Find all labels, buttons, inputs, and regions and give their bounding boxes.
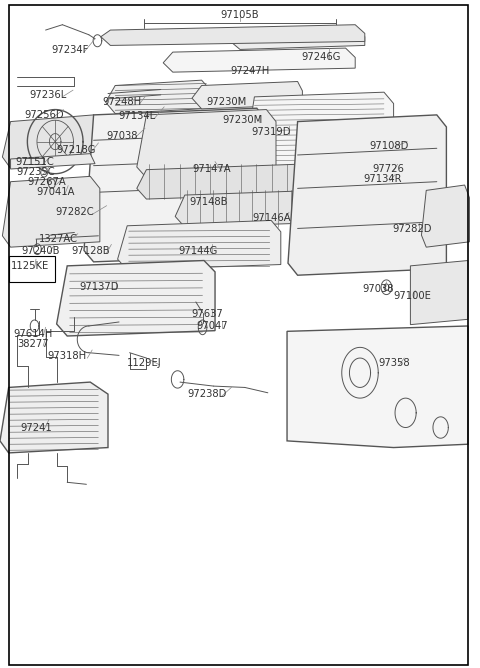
Bar (9, 256, 55, 282)
Text: 97241: 97241 (20, 423, 52, 432)
Text: 97637: 97637 (192, 309, 223, 319)
Text: 97151C: 97151C (15, 158, 54, 167)
Polygon shape (175, 190, 346, 227)
Text: 97144G: 97144G (178, 246, 217, 256)
Text: 97238D: 97238D (188, 389, 227, 399)
Polygon shape (106, 80, 211, 114)
Text: 97038: 97038 (362, 285, 394, 294)
Text: 97235C: 97235C (17, 168, 55, 177)
Text: 97041A: 97041A (36, 188, 74, 197)
Polygon shape (11, 154, 95, 169)
Text: 97148B: 97148B (190, 198, 228, 207)
Polygon shape (421, 185, 469, 247)
Polygon shape (118, 220, 281, 270)
Text: 97358: 97358 (379, 358, 410, 367)
Polygon shape (84, 108, 266, 262)
Polygon shape (287, 326, 468, 448)
Polygon shape (137, 110, 276, 178)
Text: 97230M: 97230M (222, 116, 263, 125)
Text: 97038: 97038 (107, 132, 138, 141)
Text: 97137D: 97137D (80, 283, 119, 292)
Text: 97236L: 97236L (29, 90, 67, 100)
Polygon shape (2, 115, 103, 168)
Text: 97282C: 97282C (55, 208, 94, 217)
Text: 97134R: 97134R (363, 174, 402, 184)
Polygon shape (137, 164, 305, 199)
Polygon shape (245, 92, 394, 170)
Text: 97256D: 97256D (25, 110, 64, 120)
Text: 97247H: 97247H (230, 67, 269, 76)
Text: 97230M: 97230M (206, 98, 247, 107)
Text: 1327AC: 1327AC (39, 234, 78, 244)
Text: 97147A: 97147A (192, 164, 230, 174)
Polygon shape (230, 28, 365, 49)
Text: 97108D: 97108D (369, 141, 408, 150)
Polygon shape (192, 81, 302, 109)
Text: 97614H: 97614H (13, 329, 52, 339)
Text: 97318H: 97318H (48, 351, 87, 361)
Text: 97047: 97047 (196, 321, 228, 331)
Polygon shape (101, 25, 365, 45)
Text: 97267A: 97267A (28, 178, 66, 187)
Text: 97128B: 97128B (71, 246, 109, 256)
Text: 97246G: 97246G (302, 52, 341, 61)
Text: 1125KE: 1125KE (11, 261, 49, 271)
Text: 1129EJ: 1129EJ (127, 358, 161, 367)
Text: 97248H: 97248H (103, 98, 142, 107)
Polygon shape (0, 382, 108, 453)
Text: 97105B: 97105B (221, 11, 259, 20)
Text: 97240B: 97240B (22, 246, 60, 256)
Text: 97146A: 97146A (252, 213, 290, 222)
Text: 97234F: 97234F (51, 45, 88, 55)
Polygon shape (163, 48, 355, 72)
Text: 97726: 97726 (372, 164, 404, 174)
Text: 97282D: 97282D (392, 224, 432, 234)
Text: 97100E: 97100E (393, 291, 431, 301)
Text: 97134L: 97134L (118, 112, 156, 121)
Text: 97218G: 97218G (56, 145, 96, 154)
Polygon shape (2, 176, 100, 247)
Text: 97319D: 97319D (252, 128, 291, 137)
Polygon shape (288, 115, 446, 275)
Polygon shape (410, 261, 468, 325)
Text: 38277: 38277 (17, 339, 48, 349)
Polygon shape (57, 261, 215, 336)
